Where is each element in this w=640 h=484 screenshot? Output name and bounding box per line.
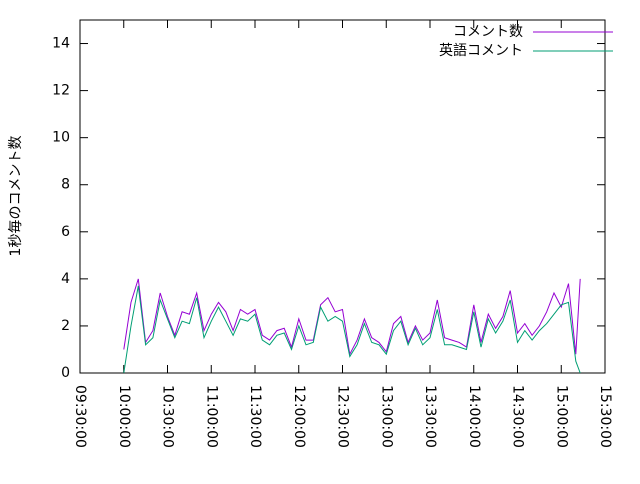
- x-tick-label: 15:30:00: [597, 385, 613, 448]
- x-tick-label: 09:30:00: [72, 385, 88, 448]
- x-tick-label: 13:30:00: [422, 385, 438, 448]
- series-line: [123, 285, 581, 374]
- y-tick-label: 14: [52, 36, 70, 52]
- x-tick-label: 12:00:00: [291, 385, 307, 448]
- x-tick-label: 12:30:00: [335, 385, 351, 448]
- legend-label: コメント数: [453, 24, 523, 40]
- x-tick-label: 15:00:00: [553, 385, 569, 448]
- y-tick-label: 10: [52, 130, 70, 146]
- x-tick-label: 13:00:00: [378, 385, 394, 448]
- x-tick-label: 14:30:00: [510, 385, 526, 448]
- y-tick-label: 6: [61, 224, 70, 240]
- y-tick-label: 8: [61, 177, 70, 193]
- x-tick-label: 11:00:00: [203, 385, 219, 448]
- x-tick-label: 10:00:00: [116, 385, 132, 448]
- y-tick-label: 12: [52, 83, 70, 99]
- plot-frame: [79, 19, 606, 374]
- x-tick-label: 10:30:00: [160, 385, 176, 448]
- y-tick-label: 0: [61, 365, 70, 381]
- y-axis-label: 1秒毎のコメント数: [8, 136, 24, 257]
- x-tick-label: 11:30:00: [247, 385, 263, 448]
- y-tick-label: 2: [61, 318, 70, 334]
- y-tick-label: 4: [61, 271, 70, 287]
- series-line: [123, 278, 581, 356]
- legend-label: 英語コメント: [439, 42, 523, 59]
- x-tick-label: 14:00:00: [466, 385, 482, 448]
